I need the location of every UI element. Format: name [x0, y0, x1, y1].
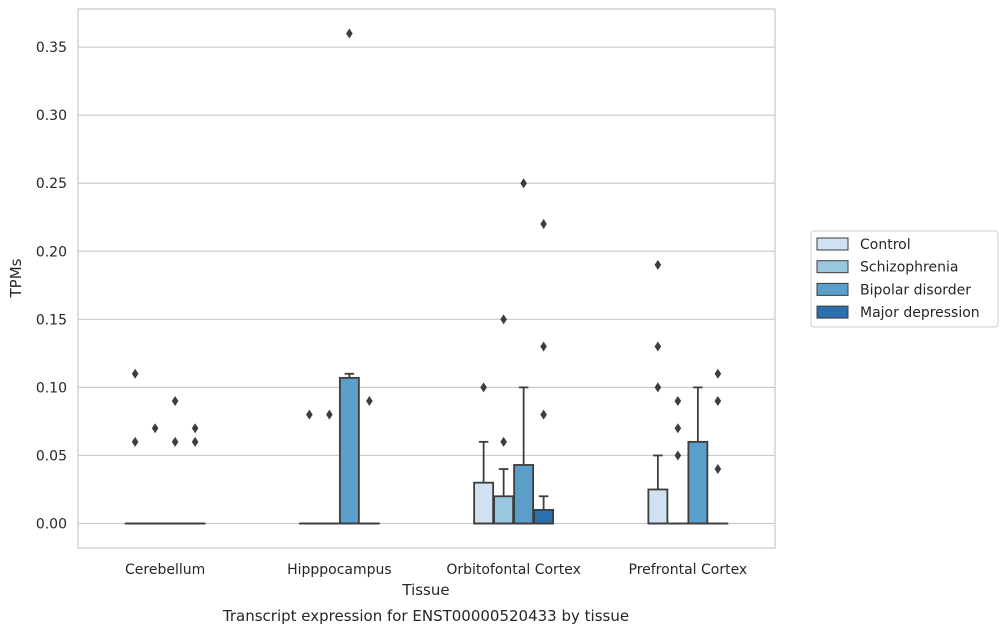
x-tick-label: Prefrontal Cortex	[629, 562, 748, 578]
outlier-point	[191, 423, 199, 434]
y-tick-label: 0.00	[36, 517, 67, 533]
legend-label: Control	[860, 237, 911, 253]
outlier-point	[654, 259, 662, 270]
x-tick-label: Orbitofontal Cortex	[446, 562, 581, 578]
box-schizophrenia	[144, 423, 166, 525]
y-tick-label: 0.35	[36, 40, 67, 56]
outlier-point	[131, 436, 139, 447]
legend-swatch	[816, 237, 849, 251]
x-axis-label: Tissue	[401, 581, 449, 599]
x-tick-label: Hipppocampus	[287, 562, 392, 578]
outlier-point	[654, 341, 662, 352]
y-tick-label: 0.20	[36, 244, 67, 260]
y-tick-label: 0.10	[36, 380, 67, 396]
outlier-point	[326, 409, 333, 420]
box-bipolar-disorder	[338, 28, 360, 525]
box-bipolar-disorder	[687, 386, 709, 525]
outlier-point	[131, 368, 139, 379]
outlier-point	[714, 464, 722, 475]
box-control	[298, 409, 320, 525]
legend-label: Schizophrenia	[860, 260, 958, 276]
box-schizophrenia	[667, 396, 689, 525]
box-schizophrenia	[493, 314, 515, 525]
outlier-point	[674, 396, 682, 406]
box-bipolar-disorder	[513, 178, 535, 525]
y-tick-labels: 0.00 0.05 0.10 0.15 0.20 0.25 0.30 0.35	[36, 40, 67, 532]
box-body	[338, 376, 360, 525]
y-tick-label: 0.25	[36, 176, 67, 192]
outlier-point	[540, 219, 547, 230]
box-control	[124, 368, 146, 525]
legend-frame	[810, 230, 999, 328]
box-body	[473, 481, 495, 525]
box-control	[473, 382, 495, 525]
box-body	[687, 440, 709, 525]
plot-frame	[77, 8, 776, 549]
outlier-point	[151, 423, 159, 434]
outlier-point	[346, 28, 353, 39]
y-tick-label: 0.15	[36, 312, 67, 328]
outlier-point	[480, 382, 487, 393]
outlier-point	[714, 368, 722, 379]
box-body	[647, 488, 669, 525]
box-body	[493, 495, 515, 525]
y-gridlines	[78, 46, 775, 525]
legend: Control Schizophrenia Bipolar disorder Majo…	[810, 230, 999, 328]
legend-swatch	[816, 260, 849, 274]
x-tick-labels: Cerebellum Hipppocampus Orbitofontal Corte…	[125, 562, 747, 578]
box-series	[124, 28, 729, 525]
outlier-point	[714, 396, 722, 406]
legend-swatch	[816, 282, 849, 296]
box-major-depression	[184, 423, 206, 525]
outlier-point	[191, 436, 199, 447]
x-tick-label: Cerebellum	[125, 562, 205, 578]
outlier-point	[654, 382, 662, 393]
outlier-point	[500, 436, 507, 447]
legend-swatch	[816, 305, 849, 319]
box-major-depression	[358, 396, 380, 525]
outlier-point	[540, 409, 547, 420]
outlier-point	[674, 450, 682, 461]
outlier-point	[540, 341, 547, 352]
y-tick-label: 0.05	[36, 448, 67, 464]
outlier-point	[500, 314, 507, 325]
legend-label: Major depression	[860, 305, 980, 321]
box-bipolar-disorder	[164, 396, 186, 525]
box-major-depression	[707, 368, 729, 525]
box-body	[513, 464, 535, 525]
outlier-point	[171, 396, 179, 406]
y-axis-label: TPMs	[7, 258, 25, 298]
chart-caption: Transcript expression for ENST0000052043…	[222, 607, 629, 625]
legend-label: Bipolar disorder	[860, 282, 971, 298]
box-body	[533, 508, 555, 525]
y-tick-label: 0.30	[36, 108, 67, 124]
box-schizophrenia	[318, 409, 340, 525]
outlier-point	[306, 409, 313, 420]
outlier-point	[674, 423, 682, 434]
outlier-point	[366, 396, 373, 406]
box-major-depression	[533, 219, 555, 525]
outlier-point	[520, 178, 527, 189]
box-control	[647, 259, 669, 525]
outlier-point	[171, 436, 179, 447]
